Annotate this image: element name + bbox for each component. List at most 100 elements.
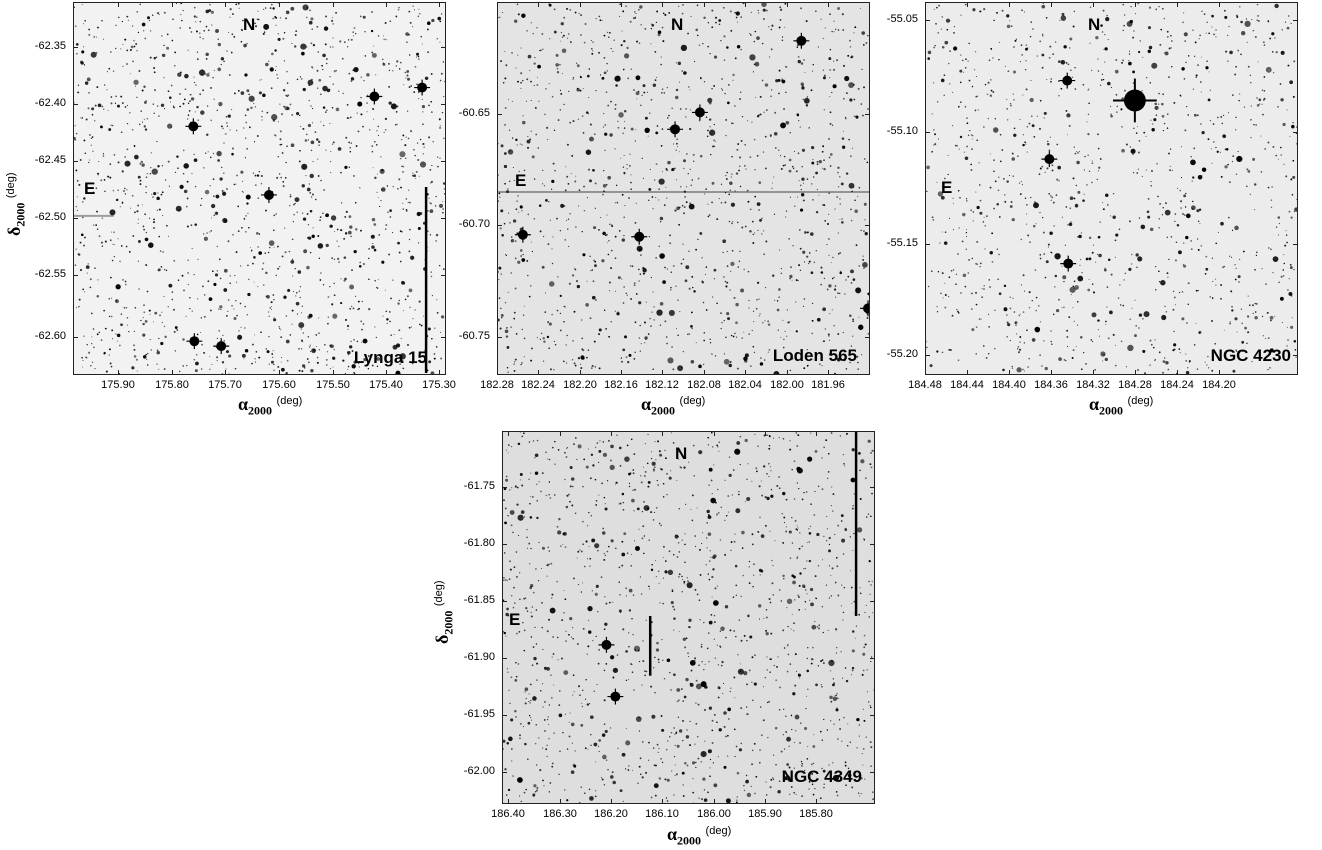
x-tick-mark bbox=[662, 370, 663, 375]
x-axis-label: α2000 (deg) bbox=[238, 394, 303, 418]
y-tick-mark bbox=[870, 772, 875, 773]
x-tick-mark bbox=[621, 370, 622, 375]
y-tick-mark bbox=[925, 20, 930, 21]
x-tick-mark bbox=[1009, 370, 1010, 375]
y-tick-mark bbox=[441, 161, 446, 162]
x-axis-label: α2000 (deg) bbox=[667, 824, 732, 848]
x-tick-mark bbox=[1177, 370, 1178, 375]
x-tick-mark bbox=[745, 370, 746, 375]
x-tick-mark bbox=[279, 370, 280, 375]
x-tick-label: 186.30 bbox=[543, 808, 577, 820]
y-tick-mark bbox=[441, 218, 446, 219]
x-tick-mark bbox=[538, 370, 539, 375]
x-tick-mark bbox=[508, 799, 509, 804]
y-tick-mark bbox=[502, 715, 507, 716]
x-tick-mark bbox=[765, 799, 766, 804]
y-tick-mark bbox=[73, 218, 78, 219]
x-tick-label: 184.24 bbox=[1160, 379, 1194, 391]
x-tick-label: 175.60 bbox=[262, 379, 296, 391]
y-tick-mark bbox=[441, 47, 446, 48]
x-tick-mark bbox=[118, 370, 119, 375]
y-tick-mark bbox=[870, 544, 875, 545]
cluster-name: Lynga 15 bbox=[353, 348, 427, 367]
east-marker: E bbox=[515, 171, 527, 190]
x-tick-mark bbox=[714, 431, 715, 436]
y-tick-mark bbox=[497, 337, 502, 338]
y-tick-label: -62.35 bbox=[34, 40, 66, 52]
x-tick-mark bbox=[1093, 370, 1094, 375]
x-tick-mark bbox=[1051, 2, 1052, 7]
north-marker: N bbox=[243, 15, 256, 34]
x-tick-label: 185.90 bbox=[748, 808, 782, 820]
y-tick-label: -62.40 bbox=[34, 97, 66, 109]
x-tick-label: 186.10 bbox=[645, 808, 679, 820]
x-tick-label: 175.70 bbox=[208, 379, 242, 391]
x-tick-label: 184.48 bbox=[908, 379, 942, 391]
y-tick-mark bbox=[870, 715, 875, 716]
x-tick-label: 186.20 bbox=[594, 808, 628, 820]
y-tick-mark bbox=[1293, 132, 1298, 133]
star-field bbox=[503, 432, 874, 803]
east-marker: E bbox=[941, 178, 953, 197]
x-tick-mark bbox=[386, 370, 387, 375]
y-tick-mark bbox=[502, 544, 507, 545]
star-field bbox=[74, 3, 445, 374]
x-tick-label: 175.30 bbox=[422, 379, 456, 391]
x-tick-label: 182.20 bbox=[563, 379, 597, 391]
cluster-name: NGC 4349 bbox=[781, 767, 862, 786]
y-axis-label: δ2000 (deg) bbox=[432, 580, 456, 644]
x-tick-mark bbox=[497, 370, 498, 375]
y-tick-mark bbox=[73, 337, 78, 338]
x-tick-mark bbox=[925, 370, 926, 375]
y-tick-mark bbox=[1293, 244, 1298, 245]
y-tick-mark bbox=[73, 161, 78, 162]
x-tick-mark bbox=[704, 2, 705, 7]
cluster-name: NGC 4230 bbox=[1210, 346, 1291, 365]
x-tick-label: 184.40 bbox=[992, 379, 1026, 391]
y-tick-label: -60.70 bbox=[458, 218, 490, 230]
y-tick-mark bbox=[502, 772, 507, 773]
x-axis-label: α2000 (deg) bbox=[1089, 394, 1154, 418]
y-tick-mark bbox=[865, 337, 870, 338]
x-tick-mark bbox=[172, 370, 173, 375]
x-tick-mark bbox=[538, 2, 539, 7]
x-tick-label: 185.80 bbox=[799, 808, 833, 820]
x-tick-mark bbox=[828, 370, 829, 375]
x-tick-mark bbox=[816, 431, 817, 436]
x-tick-mark bbox=[333, 2, 334, 7]
star-field-image: N E Loden 565 bbox=[497, 2, 870, 375]
star-field bbox=[498, 3, 869, 374]
x-tick-mark bbox=[225, 370, 226, 375]
x-tick-mark bbox=[560, 799, 561, 804]
x-tick-mark bbox=[439, 2, 440, 7]
x-tick-mark bbox=[611, 431, 612, 436]
x-tick-label: 182.28 bbox=[480, 379, 514, 391]
y-tick-label: -62.45 bbox=[34, 154, 66, 166]
y-tick-mark bbox=[925, 132, 930, 133]
x-tick-label: 184.28 bbox=[1118, 379, 1152, 391]
x-tick-mark bbox=[225, 2, 226, 7]
y-tick-mark bbox=[1293, 355, 1298, 356]
y-tick-mark bbox=[925, 244, 930, 245]
x-tick-label: 184.20 bbox=[1202, 379, 1236, 391]
y-tick-mark bbox=[865, 225, 870, 226]
x-tick-mark bbox=[745, 2, 746, 7]
y-tick-label: -61.80 bbox=[463, 537, 495, 549]
x-axis-label: α2000 (deg) bbox=[641, 394, 706, 418]
x-tick-mark bbox=[386, 2, 387, 7]
x-tick-mark bbox=[508, 431, 509, 436]
x-tick-mark bbox=[787, 2, 788, 7]
x-tick-label: 182.08 bbox=[687, 379, 721, 391]
x-tick-mark bbox=[1219, 2, 1220, 7]
x-tick-mark bbox=[1093, 2, 1094, 7]
x-tick-mark bbox=[925, 2, 926, 7]
x-tick-label: 181.96 bbox=[811, 379, 845, 391]
x-tick-mark bbox=[662, 2, 663, 7]
star-field-image: N E NGC 4349 bbox=[502, 431, 875, 804]
x-tick-label: 186.00 bbox=[697, 808, 731, 820]
x-tick-mark bbox=[967, 2, 968, 7]
y-tick-mark bbox=[870, 658, 875, 659]
y-tick-label: -60.65 bbox=[458, 107, 490, 119]
x-tick-label: 184.32 bbox=[1076, 379, 1110, 391]
y-tick-label: -61.85 bbox=[463, 594, 495, 606]
